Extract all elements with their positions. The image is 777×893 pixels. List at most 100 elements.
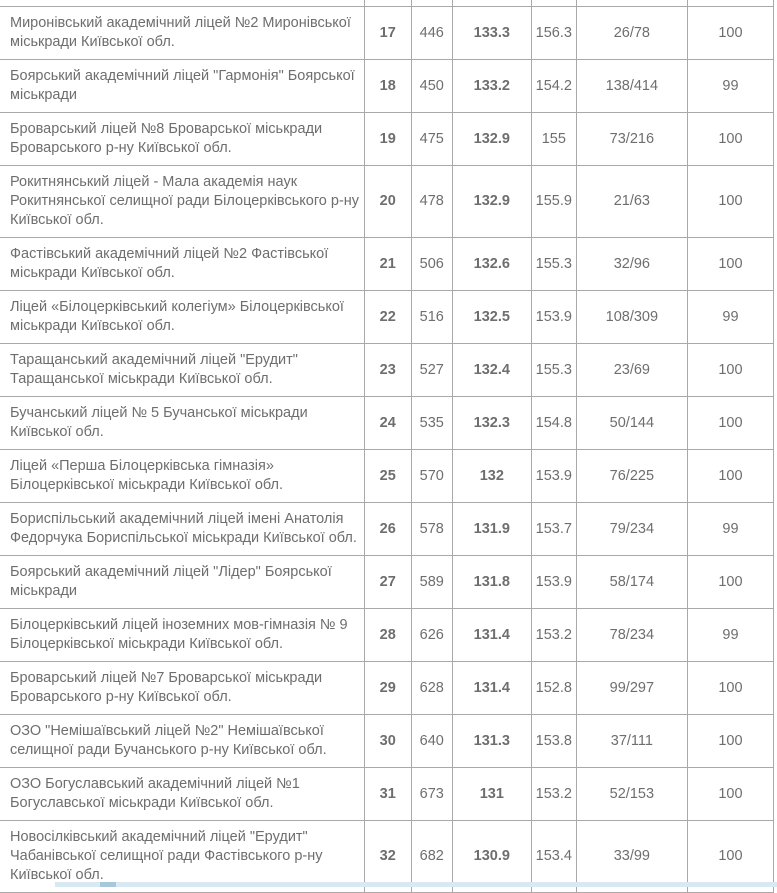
school-name-cell: Броварський ліцей №8 Броварської міськра… bbox=[0, 112, 365, 166]
percent-cell: 100 bbox=[686, 6, 775, 60]
avg-score-cell: 153.9 bbox=[530, 555, 577, 609]
ratio-cell: 23/69 bbox=[575, 343, 688, 397]
table-row: ОЗО Богуславський академічний ліцей №1 Б… bbox=[0, 767, 775, 821]
selection-highlight-dash bbox=[100, 882, 116, 887]
rank-ua-cell: 506 bbox=[410, 237, 453, 291]
percent-cell: 99 bbox=[686, 608, 775, 662]
score-cell: 131.8 bbox=[451, 555, 532, 609]
rank-cell: 28 bbox=[363, 608, 412, 662]
ratio-cell: 78/234 bbox=[575, 608, 688, 662]
percent-cell: 100 bbox=[686, 820, 775, 893]
avg-score-cell: 153.9 bbox=[530, 290, 577, 344]
rank-cell: 20 bbox=[363, 165, 412, 238]
avg-score-cell: 155.9 bbox=[530, 165, 577, 238]
score-cell: 132.9 bbox=[451, 165, 532, 238]
avg-score-cell: 153.7 bbox=[530, 502, 577, 556]
ratio-cell: 138/414 bbox=[575, 59, 688, 113]
rank-cell: 17 bbox=[363, 6, 412, 60]
ratio-cell: 99/297 bbox=[575, 661, 688, 715]
rank-ua-cell: 516 bbox=[410, 290, 453, 344]
percent-cell: 100 bbox=[686, 343, 775, 397]
ratio-cell: 58/174 bbox=[575, 555, 688, 609]
rank-cell: 31 bbox=[363, 767, 412, 821]
rank-cell: 25 bbox=[363, 449, 412, 503]
ratio-cell: 32/96 bbox=[575, 237, 688, 291]
avg-score-cell: 152.8 bbox=[530, 661, 577, 715]
rank-ua-cell: 626 bbox=[410, 608, 453, 662]
ratio-cell: 79/234 bbox=[575, 502, 688, 556]
percent-cell: 100 bbox=[686, 714, 775, 768]
rank-cell: 19 bbox=[363, 112, 412, 166]
percent-cell: 100 bbox=[686, 237, 775, 291]
rank-cell: 30 bbox=[363, 714, 412, 768]
rank-ua-cell: 570 bbox=[410, 449, 453, 503]
table-row: ОЗО "Немішаївський ліцей №2" Немішаївськ… bbox=[0, 714, 775, 768]
percent-cell: 99 bbox=[686, 59, 775, 113]
score-cell: 131.3 bbox=[451, 714, 532, 768]
rank-cell: 24 bbox=[363, 396, 412, 450]
table-row: Боярський академічний ліцей "Лідер" Бояр… bbox=[0, 555, 775, 609]
table-row: Рокитнянський ліцей - Мала академія наук… bbox=[0, 165, 775, 238]
score-cell: 133.2 bbox=[451, 59, 532, 113]
school-name-cell: Боярський академічний ліцей "Гармонія" Б… bbox=[0, 59, 365, 113]
school-name-cell: Таращанський академічний ліцей "Ерудит" … bbox=[0, 343, 365, 397]
avg-score-cell: 155 bbox=[530, 112, 577, 166]
avg-score-cell: 155.3 bbox=[530, 343, 577, 397]
score-cell: 133.3 bbox=[451, 6, 532, 60]
score-cell: 131.4 bbox=[451, 608, 532, 662]
rank-ua-cell: 640 bbox=[410, 714, 453, 768]
table-row: Новосілківський академічний ліцей "Еруди… bbox=[0, 820, 775, 893]
avg-score-cell: 153.9 bbox=[530, 449, 577, 503]
score-cell: 132.6 bbox=[451, 237, 532, 291]
rank-cell: 32 bbox=[363, 820, 412, 893]
avg-score-cell: 154.8 bbox=[530, 396, 577, 450]
ratio-cell: 37/111 bbox=[575, 714, 688, 768]
rank-cell: 21 bbox=[363, 237, 412, 291]
school-name-cell: Фастівський академічний ліцей №2 Фастівс… bbox=[0, 237, 365, 291]
score-cell: 131.9 bbox=[451, 502, 532, 556]
rank-cell: 23 bbox=[363, 343, 412, 397]
percent-cell: 100 bbox=[686, 661, 775, 715]
rank-ua-cell: 535 bbox=[410, 396, 453, 450]
avg-score-cell: 153.8 bbox=[530, 714, 577, 768]
table-row: Бориспільський академічний ліцей імені А… bbox=[0, 502, 775, 556]
school-name-cell: ОЗО Богуславський академічний ліцей №1 Б… bbox=[0, 767, 365, 821]
score-cell: 132 bbox=[451, 449, 532, 503]
rank-ua-cell: 589 bbox=[410, 555, 453, 609]
percent-cell: 100 bbox=[686, 396, 775, 450]
ratio-cell: 76/225 bbox=[575, 449, 688, 503]
score-cell: 131.4 bbox=[451, 661, 532, 715]
rank-ua-cell: 475 bbox=[410, 112, 453, 166]
score-cell: 132.4 bbox=[451, 343, 532, 397]
percent-cell: 99 bbox=[686, 502, 775, 556]
percent-cell: 100 bbox=[686, 767, 775, 821]
table-row: Ліцей «Білоцерківський колегіум» Білоцер… bbox=[0, 290, 775, 344]
table-row: Ліцей «Перша Білоцерківська гімназія» Бі… bbox=[0, 449, 775, 503]
school-name-cell: Рокитнянський ліцей - Мала академія наук… bbox=[0, 165, 365, 238]
avg-score-cell: 154.2 bbox=[530, 59, 577, 113]
school-name-cell: Ліцей «Білоцерківський колегіум» Білоцер… bbox=[0, 290, 365, 344]
school-name-cell: Білоцерківський ліцей іноземних мов-гімн… bbox=[0, 608, 365, 662]
ratio-cell: 33/99 bbox=[575, 820, 688, 893]
score-cell: 131 bbox=[451, 767, 532, 821]
ratio-cell: 52/153 bbox=[575, 767, 688, 821]
table-row: Боярський академічний ліцей "Гармонія" Б… bbox=[0, 59, 775, 113]
avg-score-cell: 153.4 bbox=[530, 820, 577, 893]
avg-score-cell: 155.3 bbox=[530, 237, 577, 291]
avg-score-cell: 156.3 bbox=[530, 6, 577, 60]
table-row: Миронівський академічний ліцей №2 Мироні… bbox=[0, 6, 775, 60]
score-cell: 130.9 bbox=[451, 820, 532, 893]
school-name-cell: Ліцей «Перша Білоцерківська гімназія» Бі… bbox=[0, 449, 365, 503]
table-row: Броварський ліцей №7 Броварської міськра… bbox=[0, 661, 775, 715]
table-row: Фастівський академічний ліцей №2 Фастівс… bbox=[0, 237, 775, 291]
table-row: Броварський ліцей №8 Броварської міськра… bbox=[0, 112, 775, 166]
selection-highlight-strip bbox=[55, 882, 777, 887]
rank-cell: 22 bbox=[363, 290, 412, 344]
rank-cell: 26 bbox=[363, 502, 412, 556]
school-name-cell: Боярський академічний ліцей "Лідер" Бояр… bbox=[0, 555, 365, 609]
score-cell: 132.3 bbox=[451, 396, 532, 450]
percent-cell: 100 bbox=[686, 112, 775, 166]
table-row: Білоцерківський ліцей іноземних мов-гімн… bbox=[0, 608, 775, 662]
rank-ua-cell: 578 bbox=[410, 502, 453, 556]
